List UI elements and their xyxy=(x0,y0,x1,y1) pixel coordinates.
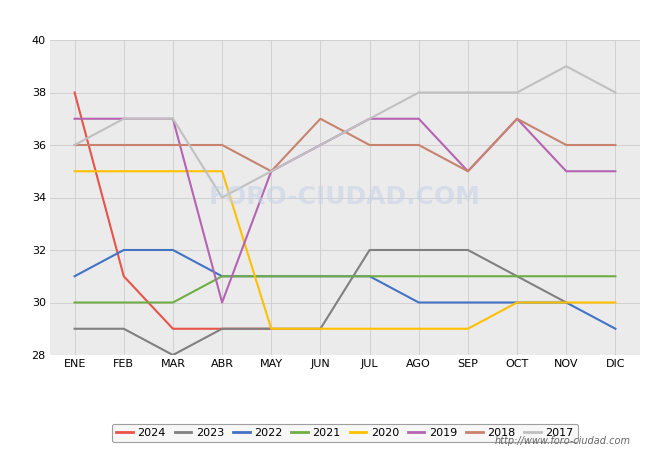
Text: FORO-CIUDAD.COM: FORO-CIUDAD.COM xyxy=(209,185,481,210)
Text: http://www.foro-ciudad.com: http://www.foro-ciudad.com xyxy=(495,436,630,446)
Legend: 2024, 2023, 2022, 2021, 2020, 2019, 2018, 2017: 2024, 2023, 2022, 2021, 2020, 2019, 2018… xyxy=(112,423,578,442)
Text: Afiliados en Chalamera a 31/5/2024: Afiliados en Chalamera a 31/5/2024 xyxy=(176,11,474,29)
